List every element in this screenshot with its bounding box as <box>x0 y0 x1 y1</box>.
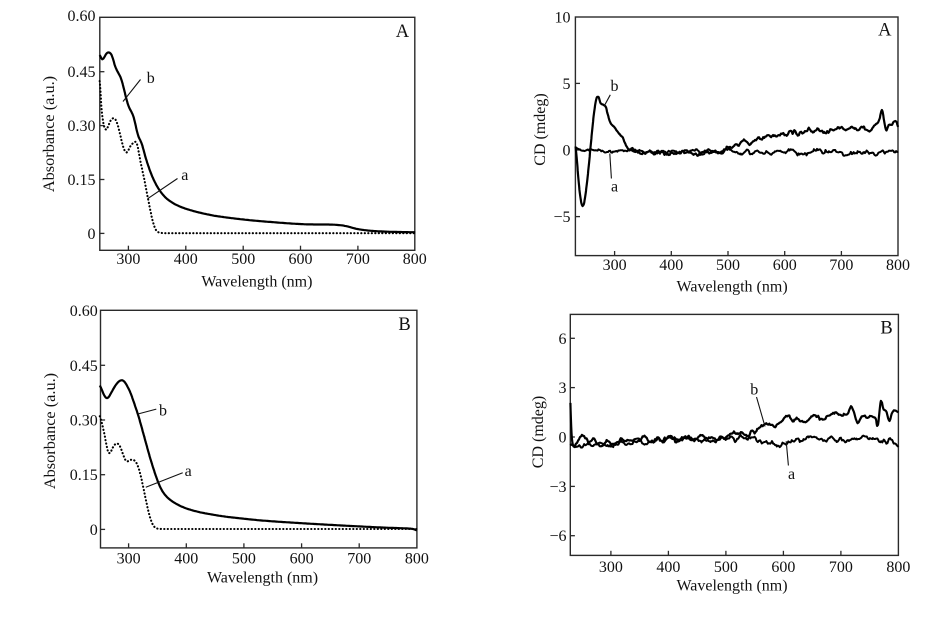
svg-text:−6: −6 <box>549 528 566 545</box>
svg-text:0.60: 0.60 <box>70 303 98 320</box>
svg-text:CD (mdeg): CD (mdeg) <box>530 396 547 468</box>
svg-text:700: 700 <box>347 551 371 568</box>
svg-text:CD (mdeg): CD (mdeg) <box>532 93 549 165</box>
svg-text:400: 400 <box>659 257 683 274</box>
svg-text:b: b <box>159 403 167 420</box>
svg-text:600: 600 <box>290 551 314 568</box>
svg-text:300: 300 <box>117 551 141 568</box>
svg-text:A: A <box>878 21 892 41</box>
svg-text:a: a <box>788 466 795 483</box>
svg-text:Wavelength (nm): Wavelength (nm) <box>676 578 787 595</box>
svg-text:0.15: 0.15 <box>68 172 96 189</box>
svg-text:3: 3 <box>559 380 567 397</box>
svg-text:400: 400 <box>174 251 198 268</box>
svg-text:0: 0 <box>88 226 96 243</box>
svg-text:a: a <box>611 179 618 196</box>
svg-text:500: 500 <box>232 551 256 568</box>
svg-text:b: b <box>147 70 155 87</box>
svg-text:B: B <box>880 318 892 338</box>
svg-text:700: 700 <box>829 559 853 576</box>
svg-text:0: 0 <box>90 522 98 539</box>
svg-text:−3: −3 <box>549 479 566 496</box>
svg-text:700: 700 <box>829 257 853 274</box>
svg-text:Absorbance (a.u.): Absorbance (a.u.) <box>39 76 58 192</box>
svg-text:300: 300 <box>603 257 627 274</box>
svg-text:0.60: 0.60 <box>68 8 96 25</box>
svg-text:600: 600 <box>773 257 797 274</box>
svg-text:300: 300 <box>116 251 140 268</box>
svg-text:600: 600 <box>771 559 795 576</box>
svg-text:500: 500 <box>231 251 255 268</box>
svg-text:0: 0 <box>563 143 571 160</box>
svg-text:10: 10 <box>555 9 571 26</box>
svg-text:5: 5 <box>563 76 571 93</box>
svg-text:6: 6 <box>559 331 567 348</box>
svg-text:800: 800 <box>405 551 429 568</box>
svg-text:a: a <box>185 463 192 480</box>
svg-text:400: 400 <box>174 551 198 568</box>
svg-text:Wavelength (nm): Wavelength (nm) <box>201 274 312 291</box>
svg-text:−5: −5 <box>553 209 570 226</box>
svg-text:0.45: 0.45 <box>70 358 98 375</box>
svg-text:800: 800 <box>886 559 910 576</box>
svg-text:B: B <box>398 315 410 335</box>
svg-text:0.15: 0.15 <box>70 467 98 484</box>
svg-text:400: 400 <box>656 559 680 576</box>
svg-text:500: 500 <box>716 257 740 274</box>
svg-text:0: 0 <box>559 430 567 447</box>
svg-text:a: a <box>181 167 188 184</box>
svg-text:800: 800 <box>403 251 427 268</box>
svg-text:Wavelength (nm): Wavelength (nm) <box>677 279 788 296</box>
svg-text:A: A <box>396 22 410 42</box>
svg-text:0.30: 0.30 <box>70 413 98 430</box>
svg-text:600: 600 <box>289 251 313 268</box>
svg-text:Absorbance (a.u.): Absorbance (a.u.) <box>40 373 59 489</box>
svg-text:0.45: 0.45 <box>68 64 96 81</box>
svg-text:500: 500 <box>714 559 738 576</box>
svg-text:b: b <box>611 78 619 95</box>
svg-text:800: 800 <box>886 257 910 274</box>
svg-text:Wavelength (nm): Wavelength (nm) <box>207 570 318 587</box>
svg-text:700: 700 <box>346 251 370 268</box>
svg-text:300: 300 <box>599 559 623 576</box>
svg-text:0.30: 0.30 <box>68 118 96 135</box>
svg-text:b: b <box>750 382 758 399</box>
